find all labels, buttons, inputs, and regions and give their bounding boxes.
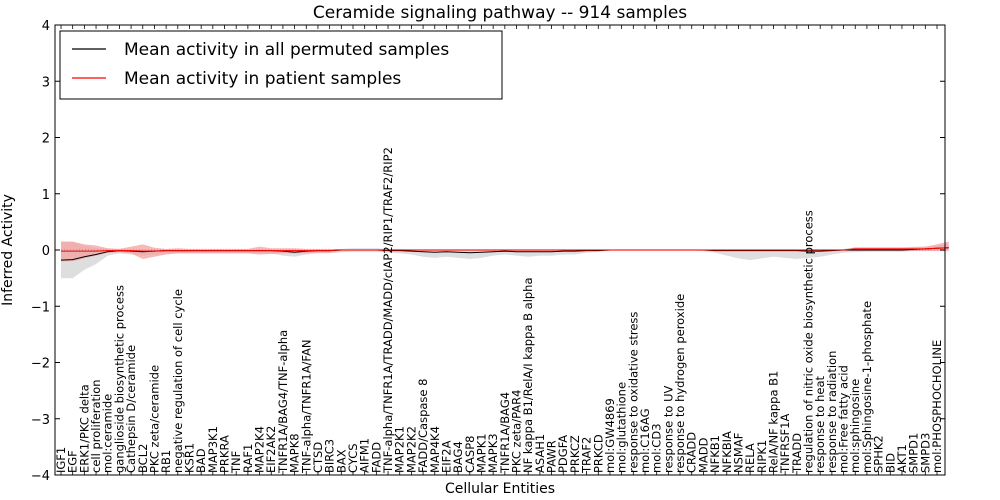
legend: Mean activity in all permuted samples Me… — [59, 30, 503, 100]
entity-label: RELA — [743, 443, 757, 473]
entity-label: response to UV — [661, 385, 675, 473]
entity-label: RIPK1 — [755, 440, 769, 473]
entity-label: CYCS — [346, 443, 360, 473]
y-tick-label: 2 — [42, 132, 50, 147]
y-tick-label: −3 — [31, 413, 50, 428]
entity-label: MADD — [696, 437, 710, 473]
axes: −4 −3 −2 −1 0 1 2 3 4 — [31, 19, 945, 484]
plot-area — [55, 241, 949, 279]
entity-label: EGF — [66, 450, 80, 473]
entity-label: MAP3K1 — [206, 426, 220, 473]
y-tick-label: 1 — [42, 188, 50, 203]
entity-label: NSMAF — [731, 433, 745, 473]
entity-label: TNF-alpha/TNFR1A/FAN — [299, 340, 313, 474]
entity-label: mol:GW4869 — [603, 398, 617, 473]
entity-label: RelA/NF kappa B1 — [767, 371, 781, 473]
entity-label: EIF2AK2 — [264, 426, 278, 473]
legend-permuted-label: Mean activity in all permuted samples — [124, 40, 449, 60]
entity-label: RAF1 — [241, 444, 255, 473]
entity-label: SMPD3 — [918, 433, 932, 473]
y-tick-label: 3 — [42, 75, 50, 90]
entity-label: ganglioside biosynthetic process — [112, 285, 126, 473]
entity-label: ASAH1 — [533, 434, 547, 473]
y-tick-label: −2 — [31, 357, 50, 372]
entity-label: BID — [883, 453, 897, 473]
entity-label: AKT1 — [895, 444, 909, 473]
entity-label: MAPK1 — [475, 433, 489, 473]
entity-label: MAPK8 — [288, 433, 302, 473]
entity-label: response to oxidative stress — [626, 312, 640, 473]
entity-label: PKC zeta/PAR4 — [510, 390, 524, 473]
entity-label: CASP8 — [463, 436, 477, 473]
entity-label: TNFR1A/BAG4 — [498, 392, 512, 474]
entity-label: TNFR1A/BAG4/TNF-alpha — [276, 330, 290, 474]
entity-label: NFKB1 — [708, 435, 722, 473]
entity-label: mol:CD3 — [650, 423, 664, 473]
entity-label: MAPK3 — [486, 433, 500, 473]
entity-label: mol:C16AG — [638, 408, 652, 473]
entity-label: mol:PHOSPHOCHOLINE — [930, 340, 944, 473]
entity-label: BAX — [334, 449, 348, 473]
entity-label: MAP2K2 — [404, 426, 418, 473]
entity-label: PDGFA — [556, 435, 570, 473]
entity-label: cell proliferation — [89, 379, 103, 473]
chart-title: Ceramide signaling pathway -- 914 sample… — [313, 3, 687, 23]
entity-label: PRKCZ — [568, 435, 582, 473]
entity-label: TNF — [229, 451, 243, 474]
y-tick-label: 4 — [42, 19, 50, 34]
legend-box — [59, 30, 503, 100]
entity-label: MAP4K4 — [428, 426, 442, 473]
entity-label: SMPD1 — [907, 433, 921, 473]
entity-label: TNFRSF1A — [778, 414, 792, 474]
x-axis-label: Cellular Entities — [445, 481, 555, 497]
patient-band — [61, 241, 949, 262]
entity-label: TRADD — [790, 433, 804, 474]
entity-label: EIF2A — [439, 440, 453, 473]
entity-label: TRAF2 — [580, 437, 594, 474]
entity-label: response to radiation — [825, 351, 839, 473]
entity-label: negative regulation of cell cycle — [171, 289, 185, 473]
entity-label: mol:ceramide — [101, 394, 115, 473]
y-tick-label: −4 — [31, 469, 50, 484]
entity-label: MAP2K4 — [253, 426, 267, 473]
legend-patient-label: Mean activity in patient samples — [124, 69, 401, 89]
entity-label: TNF-alpha/TNFR1A/TRADD/MADD/cIAP2/RIP1/T… — [381, 147, 395, 474]
entity-label: Cathepsin D/ceramide — [124, 345, 138, 473]
entity-label: FADD — [369, 442, 383, 473]
entity-label: CRADD — [685, 432, 699, 473]
patient-mean-line — [61, 247, 949, 252]
entity-label: BCL2 — [136, 444, 150, 473]
plot-frame — [54, 24, 946, 476]
entity-label: mol:glutathione — [615, 382, 629, 473]
entity-label: NFKBIA — [720, 431, 734, 473]
entity-label: SPHK2 — [872, 435, 886, 473]
entity-label: IGF1 — [54, 447, 68, 473]
entity-label: NF kappa B1/RelA/I kappa B alpha — [521, 277, 535, 473]
y-tick-label: −1 — [31, 300, 50, 315]
entity-label: PRKCD — [591, 434, 605, 473]
entity-label: PRKRA — [218, 435, 232, 473]
entity-label: CTSD — [311, 442, 325, 473]
entity-label: KSR1 — [183, 443, 197, 473]
entity-label: regulation of nitric oxide biosynthetic … — [802, 210, 816, 473]
entity-label: response to heat — [813, 376, 827, 473]
entity-label: PAWR — [545, 440, 559, 473]
entity-label: ERK1/PKC delta — [77, 384, 91, 473]
entity-label: PKC zeta/ceramide — [147, 365, 161, 473]
entity-label: mol:Free fatty acid — [837, 365, 851, 473]
entity-label: RB1 — [159, 450, 173, 473]
entity-label: MAP2K1 — [393, 426, 407, 473]
entity-label: FADD/Caspase 8 — [416, 379, 430, 473]
entity-label: BIRC3 — [323, 439, 337, 473]
entity-label: BAG4 — [451, 441, 465, 473]
y-tick-label: 0 — [42, 244, 50, 259]
entity-label: mol:sphingosine — [848, 379, 862, 473]
entity-label: response to hydrogen peroxide — [673, 294, 687, 473]
entity-label: mol:Sphingosine-1-phosphate — [860, 301, 874, 473]
entity-label: BAD — [194, 448, 208, 473]
entity-label: AIFM1 — [358, 438, 372, 473]
y-axis-label: Inferred Activity — [0, 194, 16, 306]
